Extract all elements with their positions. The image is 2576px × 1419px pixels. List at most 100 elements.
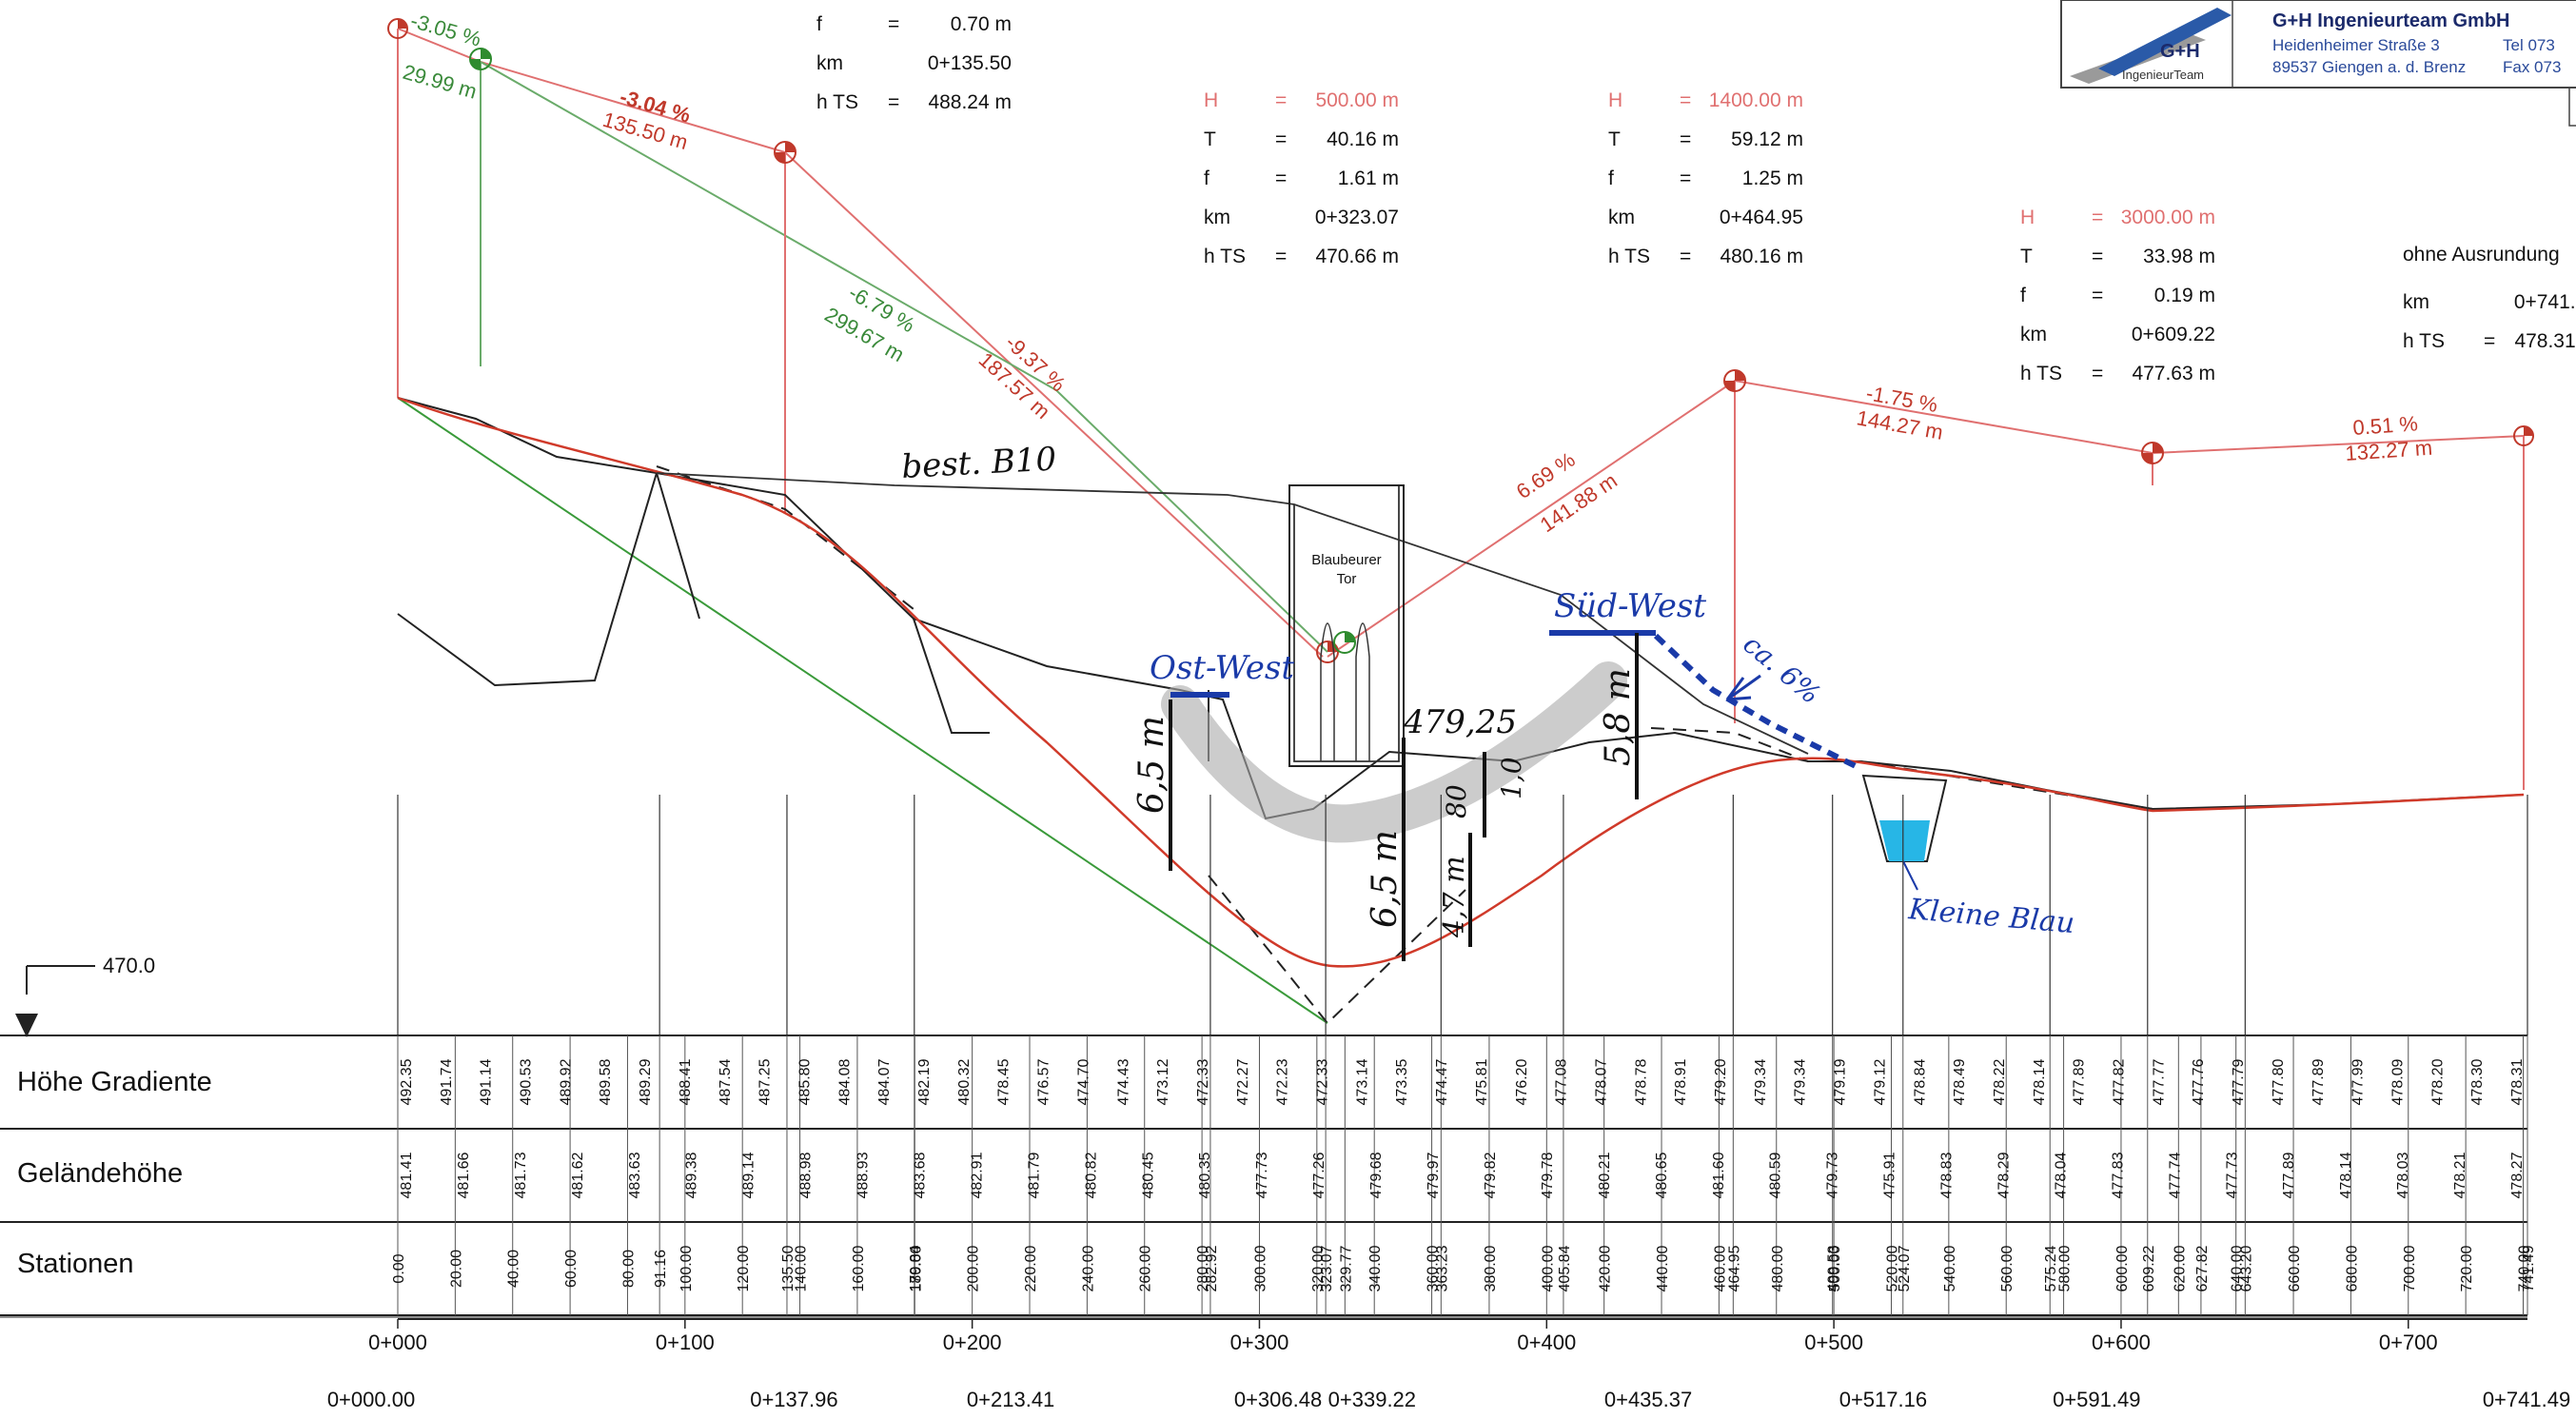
design-grade-line: [397, 396, 2525, 968]
param-value: 0+135.50: [928, 52, 1012, 74]
stationen-cell: 80.00: [620, 1250, 637, 1288]
hand-annotations: best. B10 Ost-West Süd-West ca. 6% Klein…: [900, 441, 2075, 941]
gelaende-cell: 481.41: [399, 1152, 415, 1198]
stationen-cell: 540.00: [1942, 1245, 1958, 1291]
height-dim-5: 1,0: [1496, 757, 1527, 799]
stationen-cell: 499.53: [1826, 1245, 1842, 1291]
height-dim-1: 6,5 m: [1132, 716, 1171, 814]
gelaende-cell: 480.82: [1083, 1152, 1099, 1198]
kleine-blau-river: [1861, 774, 1948, 891]
logo-blue-bar: [2098, 8, 2232, 76]
tangent-point-markers: [387, 18, 2534, 663]
row-label-gelaende: Geländehöhe: [17, 1158, 183, 1189]
param-value: 33.98 m: [2143, 246, 2215, 267]
logo-city: 89537 Giengen a. d. Brenz: [2272, 58, 2466, 76]
datum-marker: 470.0: [15, 954, 155, 1037]
stationen-cell: 640.00: [2230, 1245, 2246, 1291]
param-key: f: [1204, 168, 1209, 189]
param-eq: =: [1680, 246, 1691, 267]
gradient-pct: 0.51 %: [2352, 411, 2419, 440]
param-key: km: [2403, 291, 2429, 313]
gradiente-cell: 484.07: [876, 1058, 893, 1105]
gradiente-cell: 478.78: [1633, 1058, 1649, 1105]
axis-tick-label: 0+200: [943, 1330, 1002, 1354]
curve-parameter-blocks: f = 0.70 m km 0+135.50 h TS = 488.24 m H = 500.00 …: [816, 13, 2576, 384]
param-value: 0+609.22: [2132, 324, 2215, 345]
existing-terrain: [397, 397, 2525, 820]
gradiente-cell: 477.08: [1554, 1058, 1570, 1105]
gradiente-cell: 473.35: [1394, 1058, 1410, 1105]
gradiente-cell: 478.09: [2389, 1058, 2406, 1105]
param-value: 0.19 m: [2154, 285, 2215, 306]
gradiente-cell: 492.35: [399, 1058, 415, 1105]
gelaende-cell: 478.21: [2452, 1152, 2468, 1198]
param-key: T: [1204, 128, 1216, 150]
stationen-cell: 280.00: [1195, 1245, 1211, 1291]
stationen-cell: 360.00: [1426, 1245, 1442, 1291]
gradiente-cell: 472.33: [1195, 1058, 1211, 1105]
stationen-cell: 363.23: [1434, 1245, 1450, 1291]
gelaende-cell: 477.89: [2281, 1152, 2297, 1198]
gradiente-cell: 478.45: [996, 1058, 1013, 1105]
gradiente-cell: 477.76: [2191, 1058, 2207, 1105]
param-value: 0+741.49: [2514, 291, 2576, 313]
gelaende-cell: 479.78: [1540, 1152, 1556, 1198]
gelaende-cell: 478.27: [2509, 1152, 2526, 1198]
axis-bottom-label: 0+137.96: [750, 1388, 837, 1411]
param-eq: =: [1680, 89, 1691, 111]
axis-bottom-label: 0+306.48: [1234, 1388, 1322, 1411]
gradiente-cell: 478.22: [1992, 1058, 2008, 1105]
gradiente-cell: 489.92: [558, 1058, 574, 1105]
gelaende-cell: 480.59: [1768, 1152, 1784, 1198]
stationen-cell: 180.00: [908, 1245, 924, 1291]
road-label: best. B10: [900, 441, 1057, 486]
param-eq: =: [1275, 246, 1287, 267]
row-label-gradiente: Höhe Gradiente: [17, 1067, 212, 1097]
param-eq: =: [2484, 330, 2495, 352]
logo-company-name: G+H Ingenieurteam GmbH: [2272, 10, 2510, 31]
axis-bottom-label: 0+339.22: [1328, 1388, 1416, 1411]
gelaende-cell: 481.66: [456, 1152, 472, 1198]
gelaende-cell: 489.38: [684, 1152, 700, 1198]
param-key: km: [1608, 207, 1635, 228]
gradiente-cell: 479.20: [1713, 1058, 1729, 1105]
stationen-cell: 660.00: [2287, 1245, 2303, 1291]
axis-bottom-label: 0+517.16: [1839, 1388, 1927, 1411]
stationen-cell: 420.00: [1598, 1245, 1614, 1291]
stationen-cell: 323.07: [1319, 1245, 1335, 1291]
stationen-cell: 460.00: [1712, 1245, 1728, 1291]
gelaende-cell: 478.83: [1939, 1152, 1956, 1198]
gradiente-cell: 487.25: [757, 1058, 774, 1105]
gelaende-cell: 483.68: [913, 1152, 929, 1198]
stationen-cell: 700.00: [2402, 1245, 2418, 1291]
stationen-cell: 91.16: [653, 1250, 669, 1288]
stationen-cell: 720.00: [2459, 1245, 2475, 1291]
param-value: 3000.00 m: [2121, 207, 2215, 228]
height-dim-4: 5,8 m: [1599, 668, 1638, 766]
stationen-cell: 120.00: [736, 1245, 752, 1291]
gradiente-cell: 476.20: [1514, 1058, 1530, 1105]
param-key: f: [816, 13, 822, 35]
logo-mark-sub: IngenieurTeam: [2122, 68, 2204, 82]
param-key: h TS: [2020, 363, 2062, 384]
stationen-cell: 340.00: [1367, 1245, 1384, 1291]
param-eq: =: [2092, 285, 2103, 306]
gelaende-cell: 480.35: [1197, 1152, 1213, 1198]
stationen-cell: 320.00: [1310, 1245, 1327, 1291]
gelaende-cell: 479.97: [1426, 1152, 1442, 1198]
stationen-cell: 560.00: [1999, 1245, 2016, 1291]
stationen-cell: 20.00: [448, 1250, 464, 1288]
gradiente-cell: 478.07: [1593, 1058, 1609, 1105]
param-value: 1.61 m: [1338, 168, 1399, 189]
gradiente-cell: 474.70: [1075, 1058, 1091, 1105]
gradiente-cell: 477.89: [2072, 1058, 2088, 1105]
level-mark: 479,25: [1403, 703, 1517, 741]
gelaende-cell: 481.73: [513, 1152, 529, 1198]
gelaende-cell: 478.04: [2053, 1152, 2069, 1198]
gelaende-cell: 488.98: [798, 1152, 815, 1198]
row-label-stationen: Stationen: [17, 1249, 134, 1279]
gradiente-cell: 478.14: [2032, 1058, 2048, 1105]
axis-bottom-label: 0+213.41: [967, 1388, 1054, 1411]
param-value: 470.66 m: [1315, 246, 1399, 267]
